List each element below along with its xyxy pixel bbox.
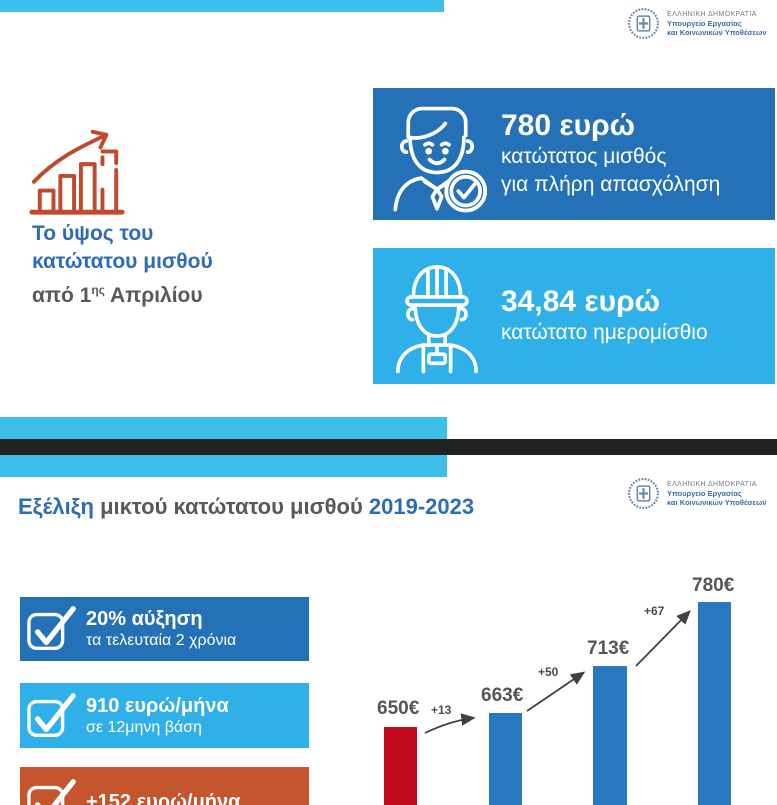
cyan-band-top xyxy=(0,0,444,12)
badge-monthly-gain: +152 ευρώ/μήνα xyxy=(20,767,309,805)
checkbox-icon xyxy=(27,779,76,805)
bar-713 xyxy=(593,666,627,805)
hellenic-republic-emblem-icon xyxy=(627,477,660,510)
gov-logo-line2: Υπουργείο Εργασίας xyxy=(667,489,742,498)
chart-increase-arrows xyxy=(424,610,691,734)
gov-logo-line1: ΕΛΛΗΝΙΚΗ ΔΗΜΟΚΡΑΤΙΑ xyxy=(667,11,757,18)
badge-headline: 20% αύξηση xyxy=(86,608,203,630)
hellenic-republic-emblem-icon xyxy=(627,7,660,40)
delta-label: +13 xyxy=(431,703,452,717)
gov-logo-line3: και Κοινωνικών Υποθέσεων xyxy=(667,498,767,507)
bar-value-label: 663€ xyxy=(481,685,524,706)
card-minimum-monthly-wage: 780 ευρώ κατώτατος μισθός για πλήρη απασ… xyxy=(373,88,775,220)
growth-chart-icon xyxy=(29,129,125,215)
bar-2023-780 xyxy=(698,602,731,805)
badge-subline: τα τελευταία 2 χρόνια xyxy=(86,632,237,649)
daily-wage-line1: κατώτατο ημερομίσθιο xyxy=(501,321,708,344)
bar-value-label: 713€ xyxy=(587,638,630,659)
gov-logo-line3: και Κοινωνικών Υποθέσεων xyxy=(667,28,767,37)
construction-worker-icon xyxy=(396,265,478,374)
gov-logo-line1: ΕΛΛΗΝΙΚΗ ΔΗΜΟΚΡΑΤΙΑ xyxy=(667,481,757,488)
badge-annual-basis: 910 ευρώ/μήνα σε 12μηνη βάση xyxy=(20,683,309,748)
slide1-headline: Το ύψος του κατώτατου μισθού από 1ης Απρ… xyxy=(32,220,213,310)
daily-wage-amount: 34,84 ευρώ xyxy=(501,285,661,318)
delta-label: +50 xyxy=(538,665,559,679)
headline-line3: από 1ης Απριλίου xyxy=(32,283,203,307)
delta-label: +67 xyxy=(644,604,665,618)
bar-value-label: 650€ xyxy=(377,698,420,719)
bar-2019-650 xyxy=(384,727,417,805)
badge-subline: σε 12μηνη βάση xyxy=(86,718,202,736)
badge-headline: +152 ευρώ/μήνα xyxy=(86,791,241,805)
bar-value-label: 780€ xyxy=(692,575,735,596)
card-minimum-daily-wage: 34,84 ευρώ κατώτατο ημερομίσθιο xyxy=(373,248,775,384)
hellenic-republic-logo: ΕΛΛΗΝΙΚΗ ΔΗΜΟΚΡΑΤΙΑ Υπουργείο Εργασίας κ… xyxy=(627,477,767,510)
badge-headline: 910 ευρώ/μήνα xyxy=(86,694,229,717)
slide2-title: Εξέλιξη μικτού κατώτατου μισθού 2019-202… xyxy=(18,494,475,519)
checkbox-icon xyxy=(27,692,76,737)
hellenic-republic-logo: ΕΛΛΗΝΙΚΗ ΔΗΜΟΚΡΑΤΙΑ Υπουργείο Εργασίας κ… xyxy=(627,7,767,40)
headline-line1: Το ύψος του xyxy=(32,222,154,245)
employee-check-icon xyxy=(393,106,488,213)
gov-logo-line2: Υπουργείο Εργασίας xyxy=(667,19,742,28)
headline-line2: κατώτατου μισθού xyxy=(32,250,213,273)
monthly-wage-amount: 780 ευρώ xyxy=(501,109,635,142)
monthly-wage-line2: για πλήρη απασχόληση xyxy=(501,173,721,196)
checkbox-icon xyxy=(27,606,76,650)
badge-percent-increase: 20% αύξηση τα τελευταία 2 χρόνια xyxy=(20,597,309,661)
monthly-wage-line1: κατώτατος μισθός xyxy=(501,145,667,168)
slide-separator-bar xyxy=(0,439,777,455)
bar-663 xyxy=(489,713,522,805)
